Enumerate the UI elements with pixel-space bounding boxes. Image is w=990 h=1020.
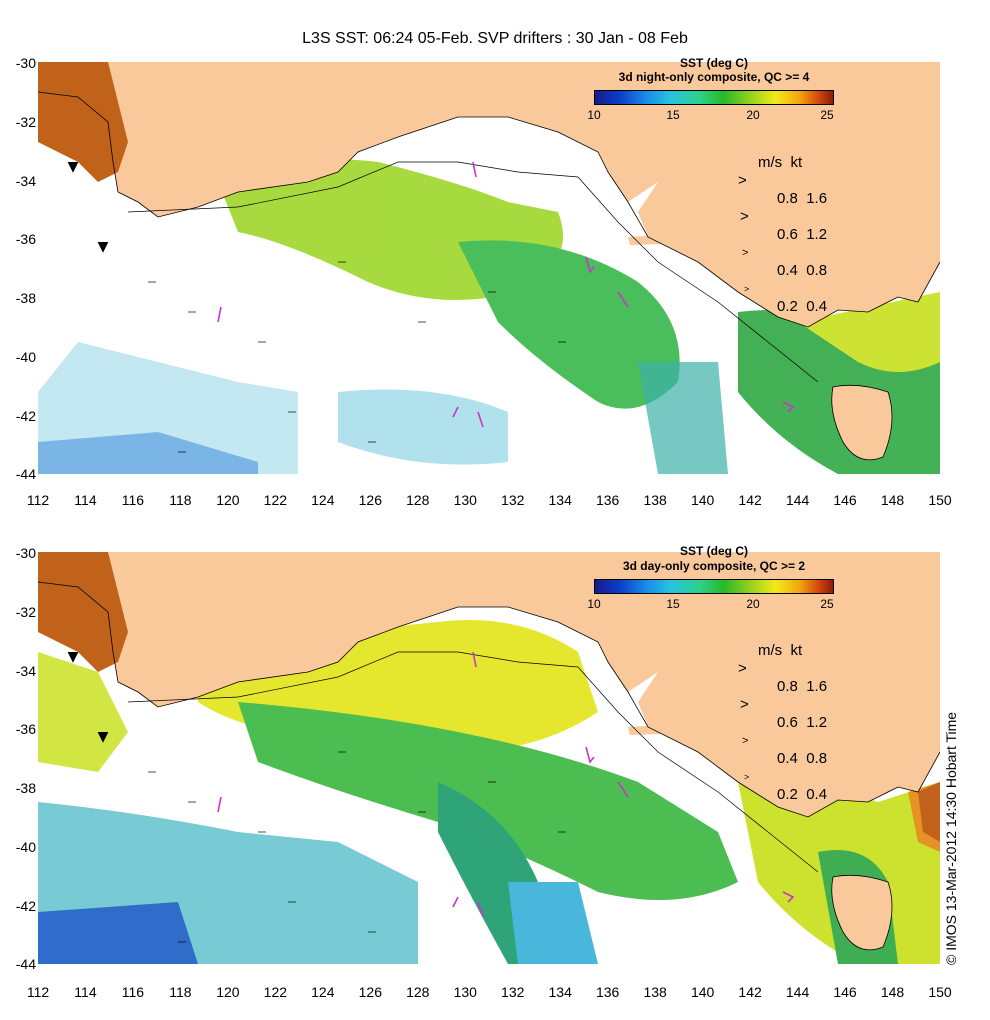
x-tick: 134 bbox=[548, 984, 572, 1000]
legend-row: >0.4 0.8 bbox=[738, 732, 827, 768]
legend-header: m/s kt bbox=[758, 642, 803, 659]
credit-line: © IMOS 13-Mar-2012 14:30 Hobart Time bbox=[943, 711, 959, 965]
colorbar-tick: 25 bbox=[820, 108, 834, 122]
y-tick: -32 bbox=[15, 114, 36, 130]
y-tick: -38 bbox=[15, 780, 36, 796]
x-tick: 114 bbox=[74, 492, 97, 508]
colorbar-title: SST (deg C) bbox=[680, 56, 748, 70]
x-tick: 150 bbox=[928, 984, 952, 1000]
x-tick: 144 bbox=[785, 984, 810, 1000]
x-tick: 140 bbox=[690, 492, 715, 508]
y-tick: -38 bbox=[15, 290, 36, 306]
colorbar-tick: 20 bbox=[746, 597, 760, 611]
x-tick: 138 bbox=[643, 984, 667, 1000]
y-tick: -44 bbox=[15, 956, 36, 972]
x-tick: 146 bbox=[833, 492, 857, 508]
arrow-0.4-icon: > bbox=[742, 247, 749, 259]
x-tick: 112 bbox=[26, 984, 50, 1000]
x-tick: 116 bbox=[121, 984, 145, 1000]
panel-day: -30 -32 -34 -36 -38 -40 -42 -44 112 114 11… bbox=[0, 490, 990, 1020]
panel-night: -30 -32 -34 -36 -38 -40 -42 -44 112 114 11… bbox=[0, 55, 990, 510]
x-tick: 130 bbox=[453, 492, 477, 508]
y-tick: -36 bbox=[15, 721, 36, 737]
arrow-0.4-icon: > bbox=[742, 735, 749, 747]
x-tick: 124 bbox=[311, 984, 335, 1000]
colorbar-tick: 10 bbox=[587, 597, 601, 611]
x-tick: 142 bbox=[738, 984, 762, 1000]
x-tick: 136 bbox=[595, 984, 620, 1000]
legend-row: >0.4 0.8 bbox=[738, 244, 827, 280]
y-tick: -40 bbox=[15, 839, 36, 855]
x-tick: 116 bbox=[121, 492, 145, 508]
x-tick: 120 bbox=[216, 984, 240, 1000]
legend-header: m/s kt bbox=[758, 154, 803, 171]
colorbar-tick: 15 bbox=[666, 597, 680, 611]
legend-row: >0.2 0.4 bbox=[738, 280, 827, 316]
current-speed-legend: m/s kt >0.8 1.6 >0.6 1.2 >0.4 0.8 >0.2 0… bbox=[738, 642, 827, 804]
x-tick: 114 bbox=[74, 984, 97, 1000]
colorbar-tick: 10 bbox=[587, 108, 601, 122]
x-tick: 128 bbox=[406, 492, 430, 508]
y-tick: -34 bbox=[15, 663, 36, 679]
x-tick: 144 bbox=[785, 492, 810, 508]
x-tick: 122 bbox=[263, 492, 288, 508]
x-tick: 146 bbox=[833, 984, 857, 1000]
arrow-0.8-icon: > bbox=[738, 660, 747, 677]
colorbar-subtitle: 3d day-only composite, QC >= 2 bbox=[622, 559, 806, 573]
x-tick: 148 bbox=[880, 492, 905, 508]
colorbar-tick: 25 bbox=[820, 597, 834, 611]
colorbar-tick: 15 bbox=[666, 108, 680, 122]
x-tick: 142 bbox=[738, 492, 762, 508]
arrow-0.6-icon: > bbox=[740, 208, 749, 225]
x-tick: 126 bbox=[358, 492, 382, 508]
y-tick: -30 bbox=[15, 545, 36, 561]
y-tick: -36 bbox=[15, 231, 36, 247]
colorbar-tick: 20 bbox=[746, 108, 760, 122]
x-tick: 122 bbox=[263, 984, 288, 1000]
x-tick: 128 bbox=[406, 984, 430, 1000]
sst-map-day bbox=[38, 552, 940, 964]
y-tick: -42 bbox=[15, 408, 36, 424]
x-tick: 120 bbox=[216, 492, 240, 508]
y-tick: -34 bbox=[15, 173, 36, 189]
current-speed-legend: m/s kt >0.8 1.6 >0.6 1.2 >0.4 0.8 >0.2 0… bbox=[738, 154, 827, 316]
x-axis-night: 112 114 116 118 120 122 124 126 128 130 132 134 136 1… bbox=[0, 492, 990, 510]
y-tick: -42 bbox=[15, 898, 36, 914]
arrow-0.2-icon: > bbox=[744, 772, 750, 782]
x-tick: 118 bbox=[169, 492, 192, 508]
colorbar-subtitle: 3d night-only composite, QC >= 4 bbox=[618, 70, 810, 84]
legend-row: >0.8 1.6 bbox=[738, 660, 828, 695]
x-tick: 138 bbox=[643, 492, 667, 508]
x-tick: 124 bbox=[311, 492, 335, 508]
x-tick: 134 bbox=[548, 492, 572, 508]
legend-row: >0.6 1.2 bbox=[740, 696, 828, 731]
x-tick: 148 bbox=[880, 984, 905, 1000]
colorbar bbox=[594, 90, 834, 105]
arrow-0.8-icon: > bbox=[738, 172, 747, 189]
colorbar bbox=[594, 579, 834, 594]
x-tick: 130 bbox=[453, 984, 477, 1000]
y-tick: -32 bbox=[15, 604, 36, 620]
legend-row: >0.6 1.2 bbox=[740, 208, 828, 243]
legend-row: >0.8 1.6 bbox=[738, 172, 828, 207]
arrow-0.2-icon: > bbox=[744, 284, 750, 294]
x-tick: 132 bbox=[501, 492, 525, 508]
x-axis-day: 112 114 116 118 120 122 124 126 128 130 132 134 136 1… bbox=[0, 984, 990, 1002]
y-tick: -44 bbox=[15, 466, 36, 482]
sst-map-night bbox=[38, 62, 940, 474]
x-tick: 140 bbox=[690, 984, 715, 1000]
y-tick: -40 bbox=[15, 349, 36, 365]
x-tick: 112 bbox=[26, 492, 50, 508]
figure-title: L3S SST: 06:24 05-Feb. SVP drifters : 30… bbox=[302, 30, 688, 47]
arrow-0.6-icon: > bbox=[740, 696, 749, 713]
colorbar-title: SST (deg C) bbox=[680, 544, 748, 558]
x-tick: 132 bbox=[501, 984, 525, 1000]
x-tick: 136 bbox=[595, 492, 620, 508]
legend-row: >0.2 0.4 bbox=[738, 768, 827, 804]
x-tick: 150 bbox=[928, 492, 952, 508]
x-tick: 126 bbox=[358, 984, 382, 1000]
x-tick: 118 bbox=[169, 984, 192, 1000]
y-tick: -30 bbox=[15, 55, 36, 71]
